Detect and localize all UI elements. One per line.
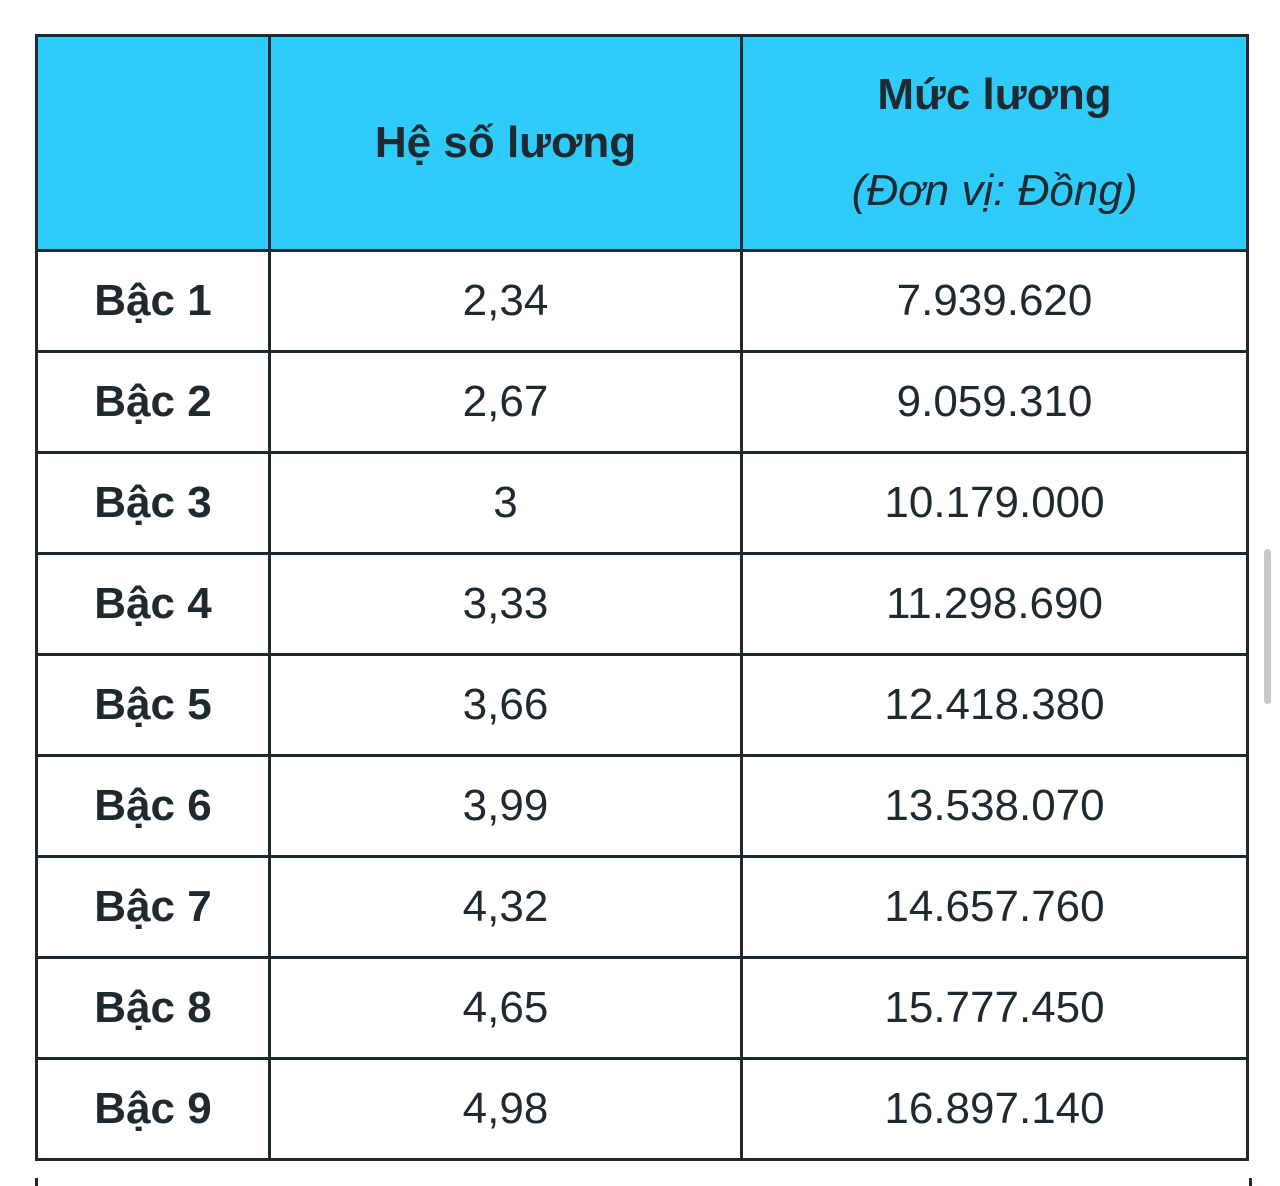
level-cell: Bậc 2 — [35, 350, 271, 454]
level-cell: Bậc 3 — [35, 451, 271, 555]
level-cell: Bậc 7 — [35, 855, 271, 959]
table-row: Bậc 8 4,65 15.777.450 — [35, 956, 1249, 1060]
coefficient-cell: 4,65 — [268, 956, 743, 1060]
coefficient-cell: 3,33 — [268, 552, 743, 656]
header-salary-unit: (Đơn vị: Đồng) — [851, 166, 1138, 215]
salary-cell: 13.538.070 — [740, 754, 1249, 858]
salary-cell: 14.657.760 — [740, 855, 1249, 959]
header-row: Hệ số lương Mức lương (Đơn vị: Đồng) — [35, 34, 1249, 252]
coefficient-cell: 3,99 — [268, 754, 743, 858]
coefficient-cell: 2,67 — [268, 350, 743, 454]
table-row: Bậc 1 2,34 7.939.620 — [35, 249, 1249, 353]
scrollbar[interactable] — [1264, 549, 1271, 704]
level-cell: Bậc 9 — [35, 1057, 271, 1161]
level-cell: Bậc 4 — [35, 552, 271, 656]
salary-cell: 12.418.380 — [740, 653, 1249, 757]
table-row: Bậc 9 4,98 16.897.140 — [35, 1057, 1249, 1161]
table-row: Bậc 6 3,99 13.538.070 — [35, 754, 1249, 858]
coefficient-cell: 4,98 — [268, 1057, 743, 1161]
level-cell: Bậc 1 — [35, 249, 271, 353]
header-salary-label: Mức lương — [877, 70, 1112, 119]
header-salary: Mức lương (Đơn vị: Đồng) — [740, 34, 1249, 252]
table-row: Bậc 3 3 10.179.000 — [35, 451, 1249, 555]
coefficient-cell: 3,66 — [268, 653, 743, 757]
salary-cell: 16.897.140 — [740, 1057, 1249, 1161]
coefficient-cell: 2,34 — [268, 249, 743, 353]
salary-cell: 10.179.000 — [740, 451, 1249, 555]
table-row: Bậc 7 4,32 14.657.760 — [35, 855, 1249, 959]
header-coefficient: Hệ số lương — [268, 34, 743, 252]
header-level — [35, 34, 271, 252]
level-cell: Bậc 8 — [35, 956, 271, 1060]
salary-cell: 15.777.450 — [740, 956, 1249, 1060]
level-cell: Bậc 5 — [35, 653, 271, 757]
salary-cell: 7.939.620 — [740, 249, 1249, 353]
next-row-partial — [35, 1178, 1252, 1186]
level-cell: Bậc 6 — [35, 754, 271, 858]
salary-cell: 11.298.690 — [740, 552, 1249, 656]
salary-cell: 9.059.310 — [740, 350, 1249, 454]
coefficient-cell: 4,32 — [268, 855, 743, 959]
table-row: Bậc 5 3,66 12.418.380 — [35, 653, 1249, 757]
table-row: Bậc 2 2,67 9.059.310 — [35, 350, 1249, 454]
table-row: Bậc 4 3,33 11.298.690 — [35, 552, 1249, 656]
salary-table: Hệ số lương Mức lương (Đơn vị: Đồng) Bậc… — [35, 34, 1249, 1161]
coefficient-cell: 3 — [268, 451, 743, 555]
